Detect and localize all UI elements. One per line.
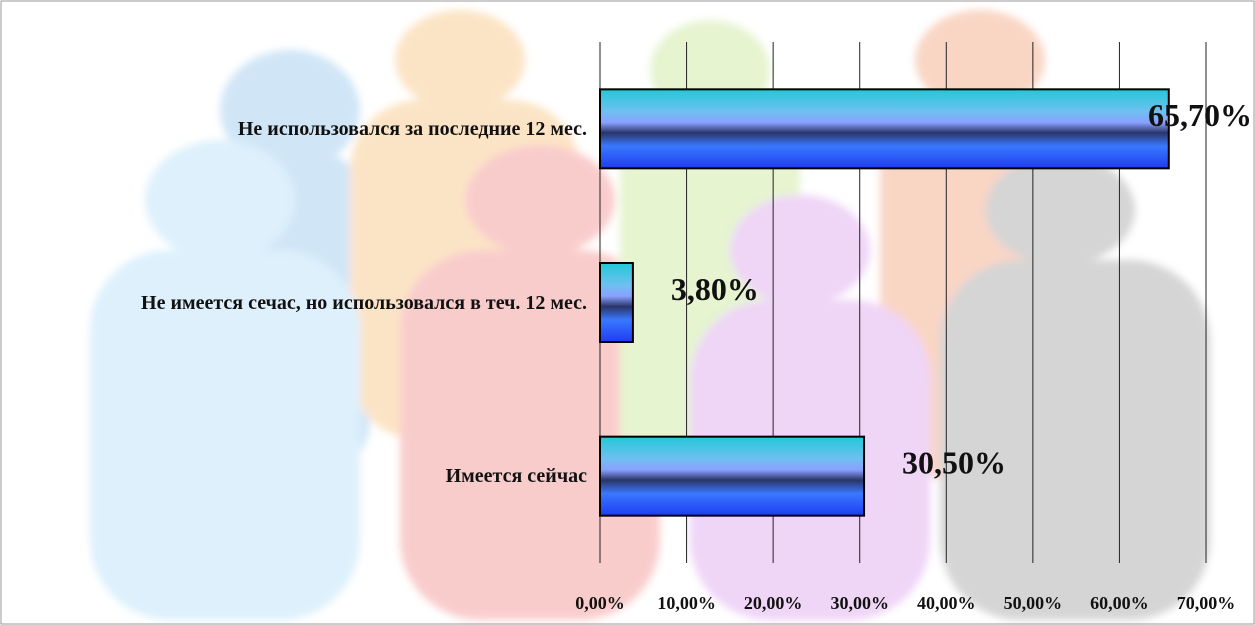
x-tick-label: 70,00% (1177, 593, 1236, 613)
value-label: 65,70% (1148, 97, 1252, 133)
value-label: 30,50% (902, 445, 1006, 481)
y-tick-label: Не использовался за последние 12 мес. (237, 117, 587, 140)
y-tick-label: Не имеется сечас, но использовался в теч… (141, 291, 587, 314)
x-tick-label: 10,00% (657, 593, 716, 613)
bar (599, 88, 1170, 170)
x-tick-label: 30,00% (830, 593, 889, 613)
bar (599, 262, 634, 343)
x-tick-label: 60,00% (1090, 593, 1149, 613)
x-tick-label: 0,00% (575, 593, 625, 613)
background-people (90, 10, 1210, 620)
y-tick-label: Имеется сейчас (445, 465, 587, 488)
x-tick-label: 20,00% (744, 593, 803, 613)
x-tick-label: 50,00% (1004, 593, 1063, 613)
category-label-box: Не имеется сечас, но использовался в теч… (2, 286, 587, 320)
category-label-box: Имеется сейчас (2, 459, 587, 493)
category-label-box: Не использовался за последние 12 мес. (2, 112, 587, 146)
bar (599, 435, 866, 517)
x-tick-label: 40,00% (917, 593, 976, 613)
value-label: 3,80% (671, 271, 759, 307)
